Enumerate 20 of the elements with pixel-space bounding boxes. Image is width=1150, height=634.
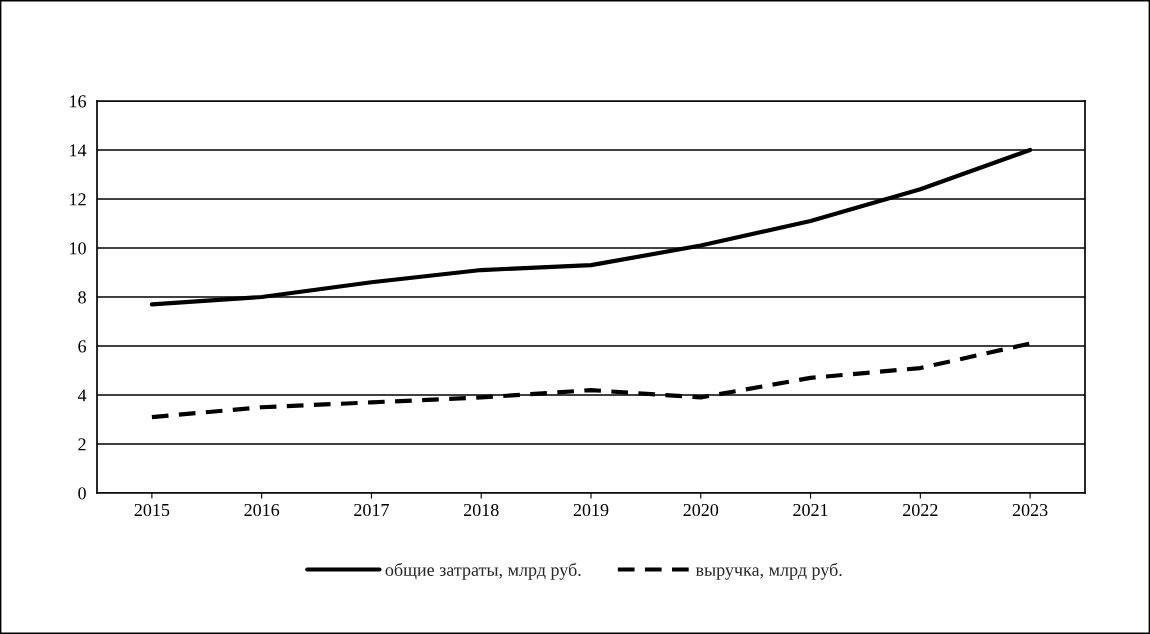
legend-label: выручка, млрд руб. [695,562,842,580]
x-tick-label: 2016 [244,503,280,517]
y-tick-label: 4 [77,389,87,402]
x-tick-label: 2022 [903,503,938,517]
x-tick-label: 2018 [463,503,499,517]
y-tick-label: 2 [78,438,86,451]
y-tick-label: 14 [70,144,87,157]
y-tick-label: 8 [78,291,86,304]
x-tick-label: 2019 [573,503,609,517]
x-tick-label: 2021 [793,503,828,517]
y-tick-label: 16 [70,95,87,108]
x-tick-label: 2017 [354,503,389,517]
x-tick-label: 2020 [683,503,719,517]
y-tick-label: 10 [70,242,86,255]
y-tick-label: 6 [78,340,87,353]
x-tick-label: 2023 [1012,503,1048,517]
x-tick-label: 2015 [134,503,170,517]
legend-label: общие затраты, млрд руб. [385,562,581,580]
y-tick-label: 0 [78,487,86,500]
y-tick-label: 12 [70,193,86,206]
